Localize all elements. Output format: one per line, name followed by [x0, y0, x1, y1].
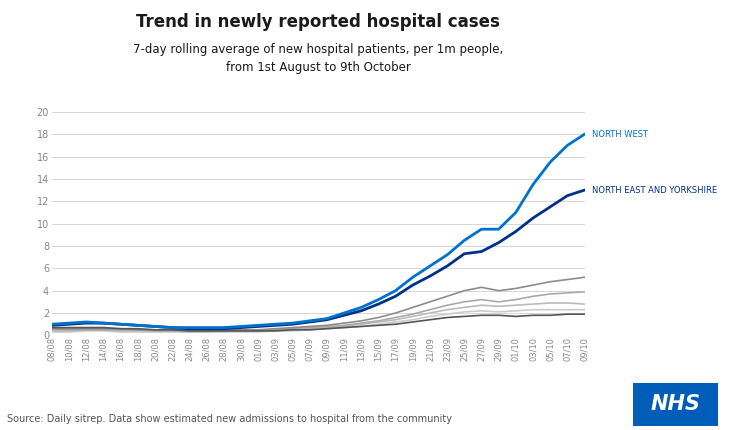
Text: Trend in newly reported hospital cases: Trend in newly reported hospital cases: [136, 13, 500, 31]
Text: 7-day rolling average of new hospital patients, per 1m people,
from 1st August t: 7-day rolling average of new hospital pa…: [133, 43, 503, 74]
Text: NHS: NHS: [650, 394, 700, 414]
Text: NORTH EAST AND YORKSHIRE: NORTH EAST AND YORKSHIRE: [591, 186, 716, 194]
Text: NORTH WEST: NORTH WEST: [591, 130, 648, 138]
Text: Source: Daily sitrep. Data show estimated new admissions to hospital from the co: Source: Daily sitrep. Data show estimate…: [7, 414, 452, 424]
